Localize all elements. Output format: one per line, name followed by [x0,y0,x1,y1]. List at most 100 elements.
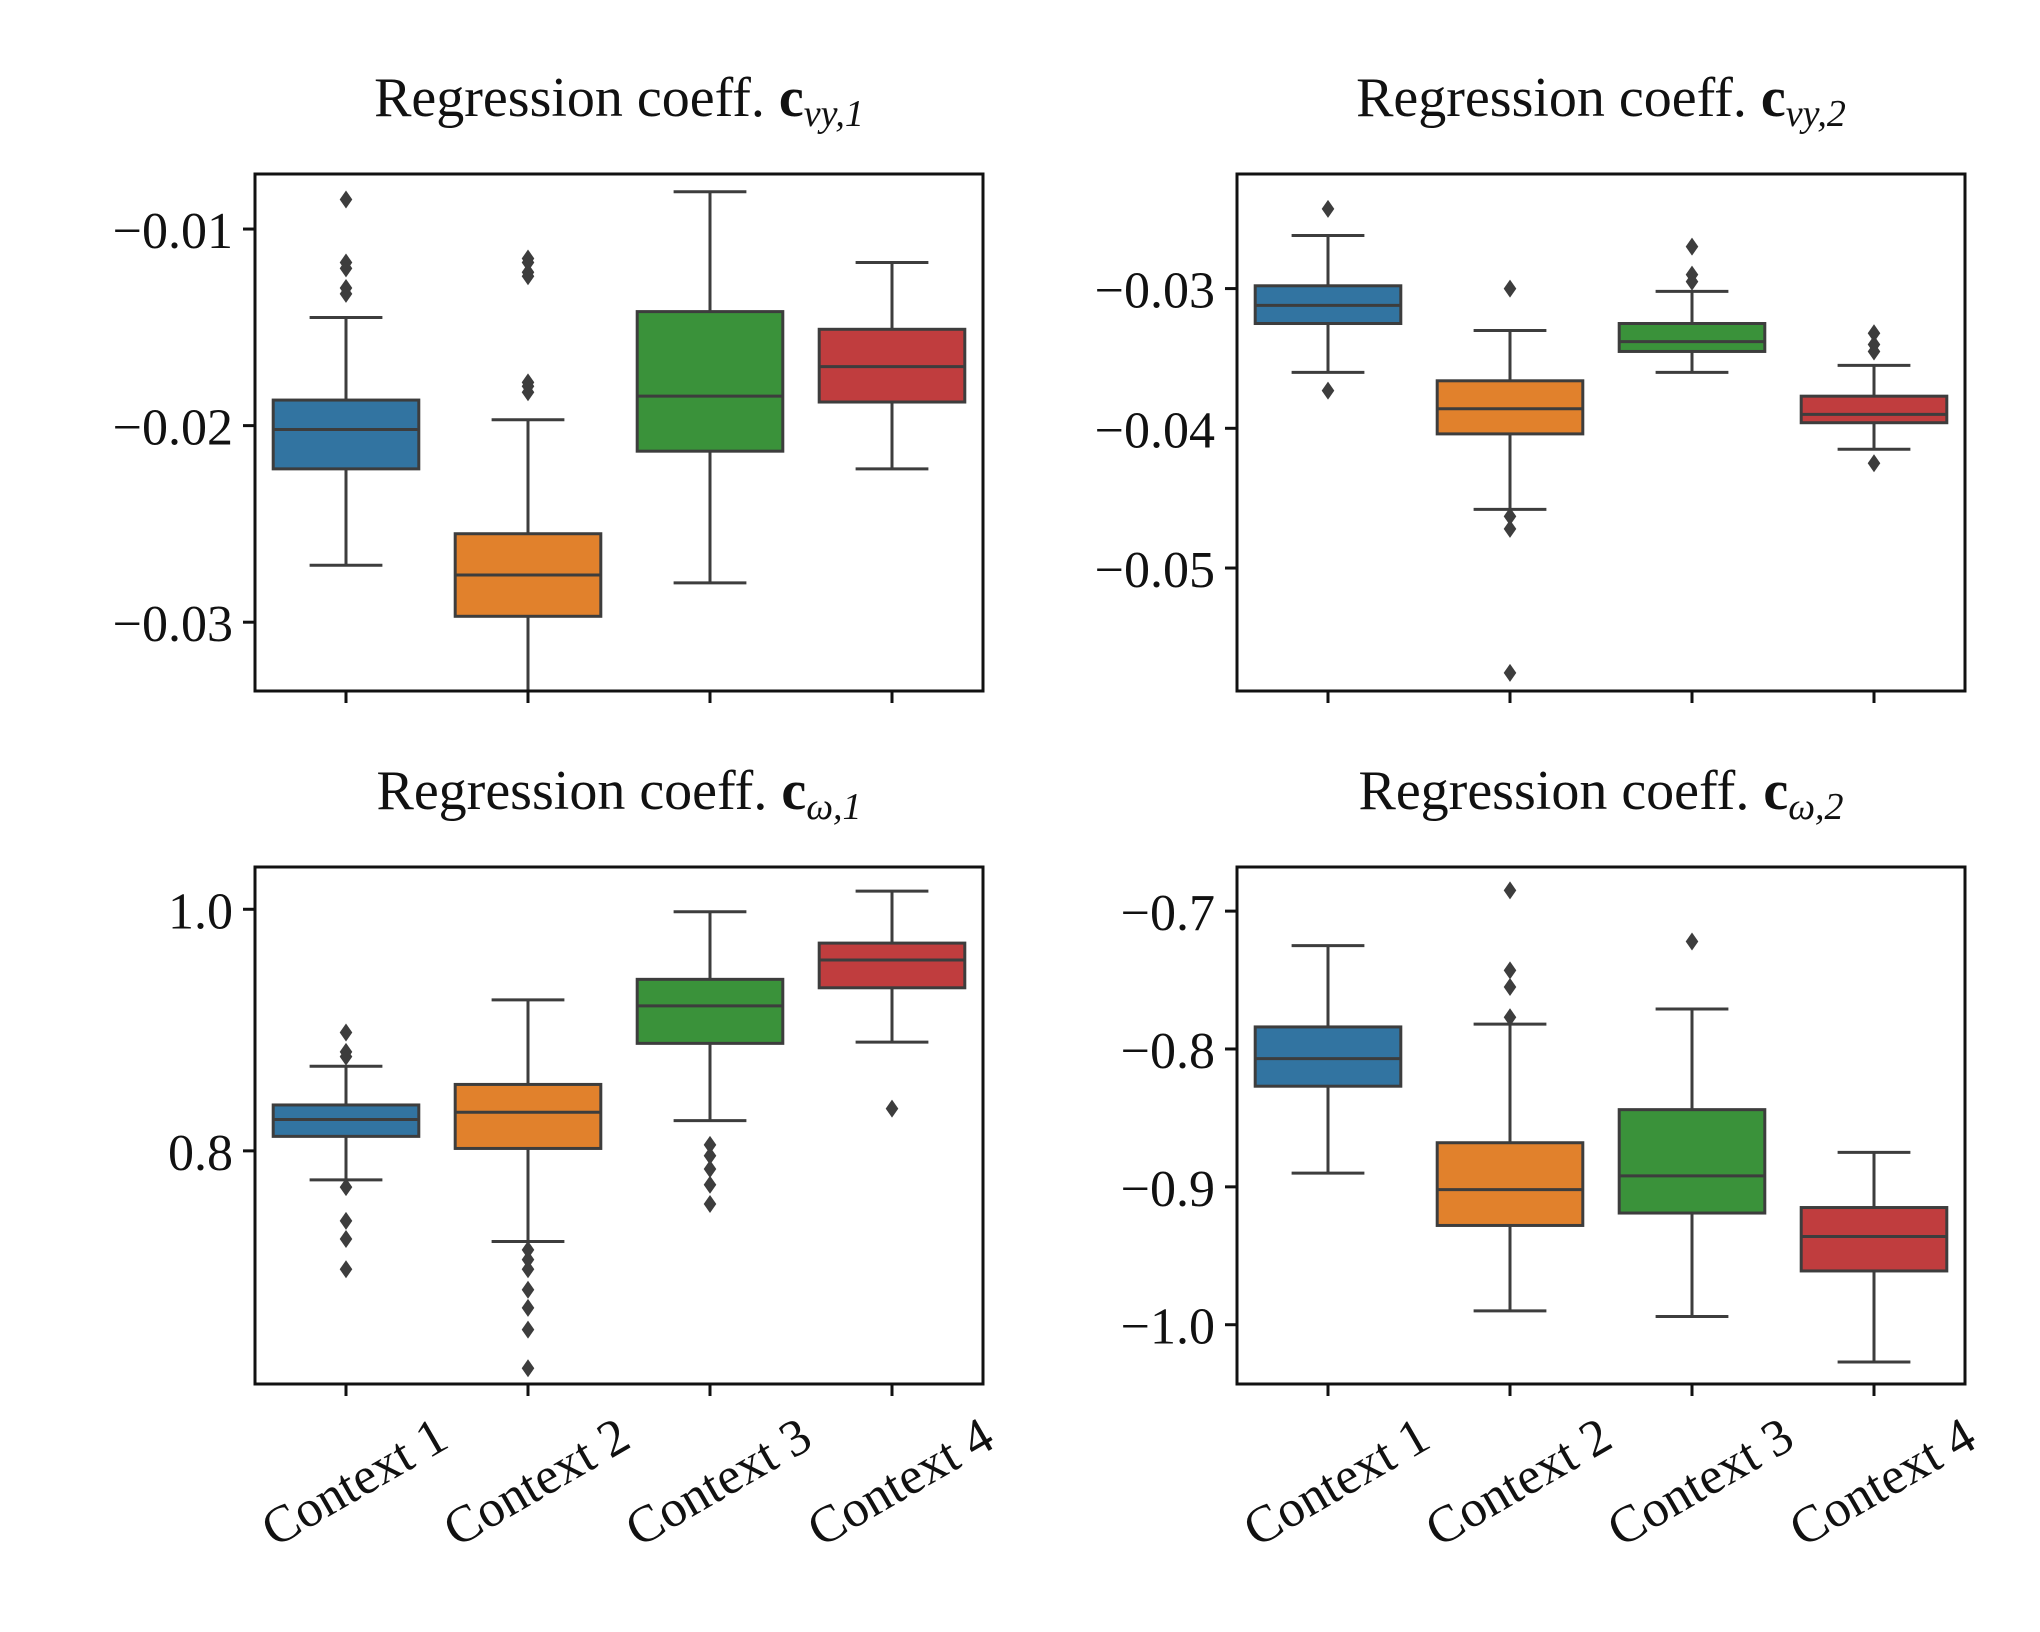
outlier-point [339,1178,353,1197]
chart-panel-2: Regression coeff. cvy,2 −0.05 −0.04 −0.03 [1095,67,1967,703]
outlier-point [339,1230,353,1249]
outlier-point [703,1195,717,1214]
outlier-point [339,259,353,278]
outlier-point [1321,381,1335,400]
outlier-point [1503,881,1517,900]
outlier-point [1867,342,1881,361]
outlier-point [521,1320,535,1339]
box-body [453,1082,603,1150]
box-2 [1435,881,1585,1313]
y-tick-label: −0.9 [1121,1161,1215,1218]
chart-title-symbol: c [781,760,806,822]
outlier-point [1503,519,1517,538]
outlier-point [1685,237,1699,256]
axes-frame [1235,172,1967,693]
outlier-point [1503,507,1517,526]
y-tick-label: −0.02 [113,400,233,457]
outlier-point [339,190,353,209]
box-2 [453,249,603,693]
outlier-point [339,1211,353,1230]
outlier-point [1867,324,1881,343]
box-body [1617,1108,1767,1215]
chart-title: Regression coeff. cvy,1 [374,67,864,135]
outlier-point [1321,199,1335,218]
outlier-point [1503,1008,1517,1027]
chart-title-prefix: Regression coeff. [374,67,779,129]
box-body [1435,1141,1585,1227]
outlier-point [521,1280,535,1299]
outlier-point [1685,272,1699,291]
box-2 [1435,279,1585,682]
outlier-point [703,1159,717,1178]
y-tick-label: 0.8 [168,1125,233,1182]
box-1 [271,190,421,567]
box-4 [1799,324,1949,473]
box-body [1253,1025,1403,1088]
box-4 [817,889,967,1118]
y-tick-label: 1.0 [168,883,233,940]
chart-title-prefix: Regression coeff. [1356,67,1761,129]
y-tick-label: −0.7 [1121,885,1215,942]
box-3 [1617,932,1767,1318]
box-body [271,398,421,471]
axes-frame [253,172,985,693]
outlier-point [521,267,535,286]
outlier-point [885,1099,899,1118]
outlier-point [521,1298,535,1317]
box-1 [1253,944,1403,1175]
y-tick-label: −0.05 [1095,542,1215,599]
chart-title-symbol: c [1761,67,1786,129]
outlier-point [521,1240,535,1259]
outlier-point [339,1047,353,1066]
y-tick-label: −0.01 [113,203,233,260]
box-3 [1617,237,1767,374]
chart-title: Regression coeff. cω,2 [1358,760,1843,828]
chart-panel-1: Regression coeff. cvy,1 −0.03 −0.02 −0.01 [113,67,985,703]
chart-title-subscript: ω,1 [806,786,861,828]
box-body [1799,1206,1949,1273]
chart-title-subscript: vy,2 [1786,93,1846,135]
chart-title-symbol: c [779,67,804,129]
box-3 [635,910,785,1214]
chart-title-prefix: Regression coeff. [1358,760,1763,822]
outlier-point [521,1260,535,1279]
chart-title-subscript: ω,2 [1788,786,1843,828]
outlier-point [1503,977,1517,996]
outlier-point [1503,279,1517,298]
outlier-point [1867,454,1881,473]
box-body [635,310,785,453]
chart-title-symbol: c [1763,760,1788,822]
box-body [635,977,785,1045]
outlier-point [703,1175,717,1194]
outlier-point [703,1146,717,1165]
y-tick-label: −0.03 [113,596,233,653]
chart-title-subscript: vy,1 [804,93,864,135]
box-3 [635,190,785,585]
outlier-point [339,1260,353,1279]
outlier-point [521,1359,535,1378]
chart-title-prefix: Regression coeff. [376,760,781,822]
outlier-point [1503,961,1517,980]
outlier-point [521,253,535,272]
box-4 [817,260,967,471]
axes-frame [1235,865,1967,1386]
box-body [817,941,967,990]
box-1 [271,1023,421,1279]
outlier-point [703,1135,717,1154]
outlier-point [521,383,535,402]
axes-frame [253,865,985,1386]
outlier-point [1503,663,1517,682]
y-tick-label: −0.8 [1121,1023,1215,1080]
y-tick-label: −1.0 [1121,1299,1215,1356]
box-4 [1799,1150,1949,1364]
chart-title: Regression coeff. cω,1 [376,760,861,828]
box-body [1617,322,1767,353]
outlier-point [339,284,353,303]
y-tick-label: −0.04 [1095,402,1215,459]
outlier-point [1685,932,1699,951]
chart-title: Regression coeff. cvy,2 [1356,67,1846,135]
box-1 [1253,199,1403,400]
outlier-point [339,1023,353,1042]
